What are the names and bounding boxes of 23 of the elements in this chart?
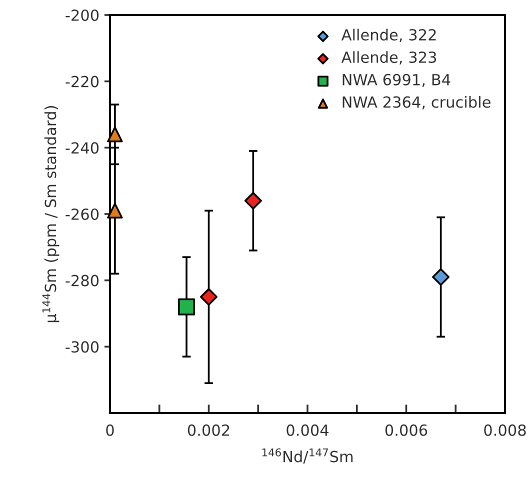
point	[178, 298, 196, 316]
y-tick-label: -280	[66, 274, 99, 286]
y-tick-label: -300	[66, 341, 99, 353]
point	[107, 202, 123, 219]
point	[200, 288, 218, 306]
point	[432, 268, 450, 286]
y-tick-label: -260	[66, 208, 99, 220]
x-tick-label: 0	[106, 424, 114, 436]
x-tick-label: 0.006	[385, 424, 428, 436]
x-tick-label: 0.004	[286, 424, 329, 436]
legend-label: Allende, 323	[341, 51, 436, 65]
y-tick-label: -200	[66, 9, 99, 22]
x-tick-label: 0.002	[188, 424, 230, 436]
point	[107, 126, 123, 142]
y-tick-label: -220	[66, 76, 99, 88]
legend-label: NWA 2364, crucible	[342, 96, 490, 110]
legend-label: NWA 6991, B4	[342, 74, 450, 87]
y-tick-label: -240	[66, 142, 99, 154]
x-axis-title: $^{146}$Nd/$^{147}$Sm	[262, 448, 353, 464]
legend-label: Allende, 322	[341, 28, 436, 42]
y-axis-title: μ$^{144}$Sm (ppm / Sm standard)	[42, 106, 60, 322]
point	[244, 192, 262, 210]
x-tick-label: 0.008	[484, 424, 526, 436]
